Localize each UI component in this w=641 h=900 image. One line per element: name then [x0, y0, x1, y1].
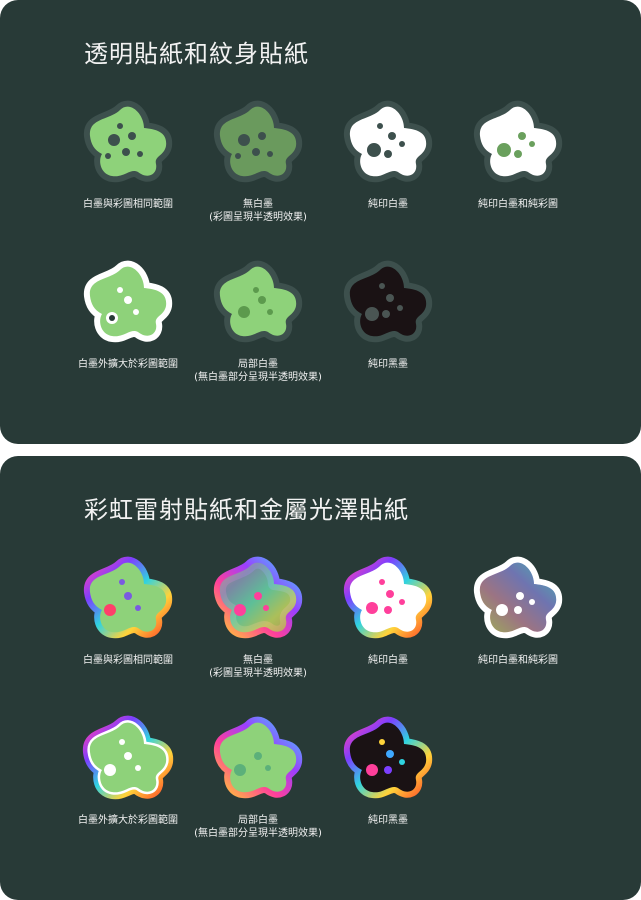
caption-line2: (無白墨部分呈現半透明效果): [194, 828, 322, 839]
blob-sticker-icon: [80, 96, 176, 192]
sticker-option: 局部白墨 (無白墨部分呈現半透明效果): [178, 712, 338, 840]
sticker-option: 純印白墨: [308, 552, 468, 667]
caption-line1: 純印白墨: [368, 199, 408, 210]
caption-line1: 純印白墨和純彩圖: [478, 655, 558, 666]
caption-line1: 純印黑墨: [368, 359, 408, 370]
sticker-option: 無白墨 (彩圖呈現半透明效果): [178, 552, 338, 680]
blob-sticker-icon: [470, 96, 566, 192]
rainbow-blob-sticker-icon: [340, 552, 436, 648]
sticker-option: 白墨外擴大於彩圖範圍: [48, 256, 208, 371]
caption-line1: 白墨與彩圖相同範圍: [83, 199, 173, 210]
sticker-option: 純印白墨: [308, 96, 468, 211]
rainbow-blob-sticker-icon: [210, 712, 306, 808]
caption-line2: (彩圖呈現半透明效果): [209, 668, 307, 679]
blob-sticker-icon: [340, 256, 436, 352]
caption-line1: 白墨外擴大於彩圖範圍: [78, 815, 178, 826]
sticker-option: 白墨與彩圖相同範圍: [48, 96, 208, 211]
sticker-option: 純印黑墨: [308, 256, 468, 371]
caption-line1: 純印白墨和純彩圖: [478, 199, 558, 210]
sticker-option: 白墨外擴大於彩圖範圍: [48, 712, 208, 827]
caption-line1: 白墨外擴大於彩圖範圍: [78, 359, 178, 370]
rainbow-blob-sticker-icon: [210, 552, 306, 648]
rainbow-blob-sticker-icon: [470, 552, 566, 648]
blob-sticker-icon: [340, 96, 436, 192]
transparent-sticker-section: 透明貼紙和紋身貼紙 白墨與彩圖相同範圍 無白墨 (彩圖呈現半透明效果) 純印白墨: [0, 0, 641, 444]
sticker-option: 局部白墨 (無白墨部分呈現半透明效果): [178, 256, 338, 384]
sticker-option: 白墨與彩圖相同範圍: [48, 552, 208, 667]
sticker-option: 純印白墨和純彩圖: [438, 96, 598, 211]
rainbow-metallic-sticker-section: 彩虹雷射貼紙和金屬光澤貼紙 白墨與彩圖相同範圍 無白墨 (彩圖呈現半透明效果) 純…: [0, 456, 641, 900]
sticker-option: 純印白墨和純彩圖: [438, 552, 598, 667]
rainbow-blob-sticker-icon: [340, 712, 436, 808]
section-title: 透明貼紙和紋身貼紙: [84, 40, 309, 68]
rainbow-blob-sticker-icon: [80, 552, 176, 648]
sticker-option: 純印黑墨: [308, 712, 468, 827]
caption-line1: 局部白墨: [238, 359, 278, 370]
blob-sticker-icon: [80, 256, 176, 352]
sticker-option: 無白墨 (彩圖呈現半透明效果): [178, 96, 338, 224]
caption-line1: 無白墨: [243, 199, 273, 210]
blob-sticker-icon: [210, 256, 306, 352]
blob-sticker-icon: [210, 96, 306, 192]
section-title: 彩虹雷射貼紙和金屬光澤貼紙: [84, 496, 409, 524]
caption-line2: (無白墨部分呈現半透明效果): [194, 372, 322, 383]
caption-line1: 白墨與彩圖相同範圍: [83, 655, 173, 666]
caption-line1: 局部白墨: [238, 815, 278, 826]
rainbow-blob-sticker-icon: [80, 712, 176, 808]
caption-line1: 無白墨: [243, 655, 273, 666]
caption-line1: 純印白墨: [368, 655, 408, 666]
caption-line1: 純印黑墨: [368, 815, 408, 826]
caption-line2: (彩圖呈現半透明效果): [209, 212, 307, 223]
